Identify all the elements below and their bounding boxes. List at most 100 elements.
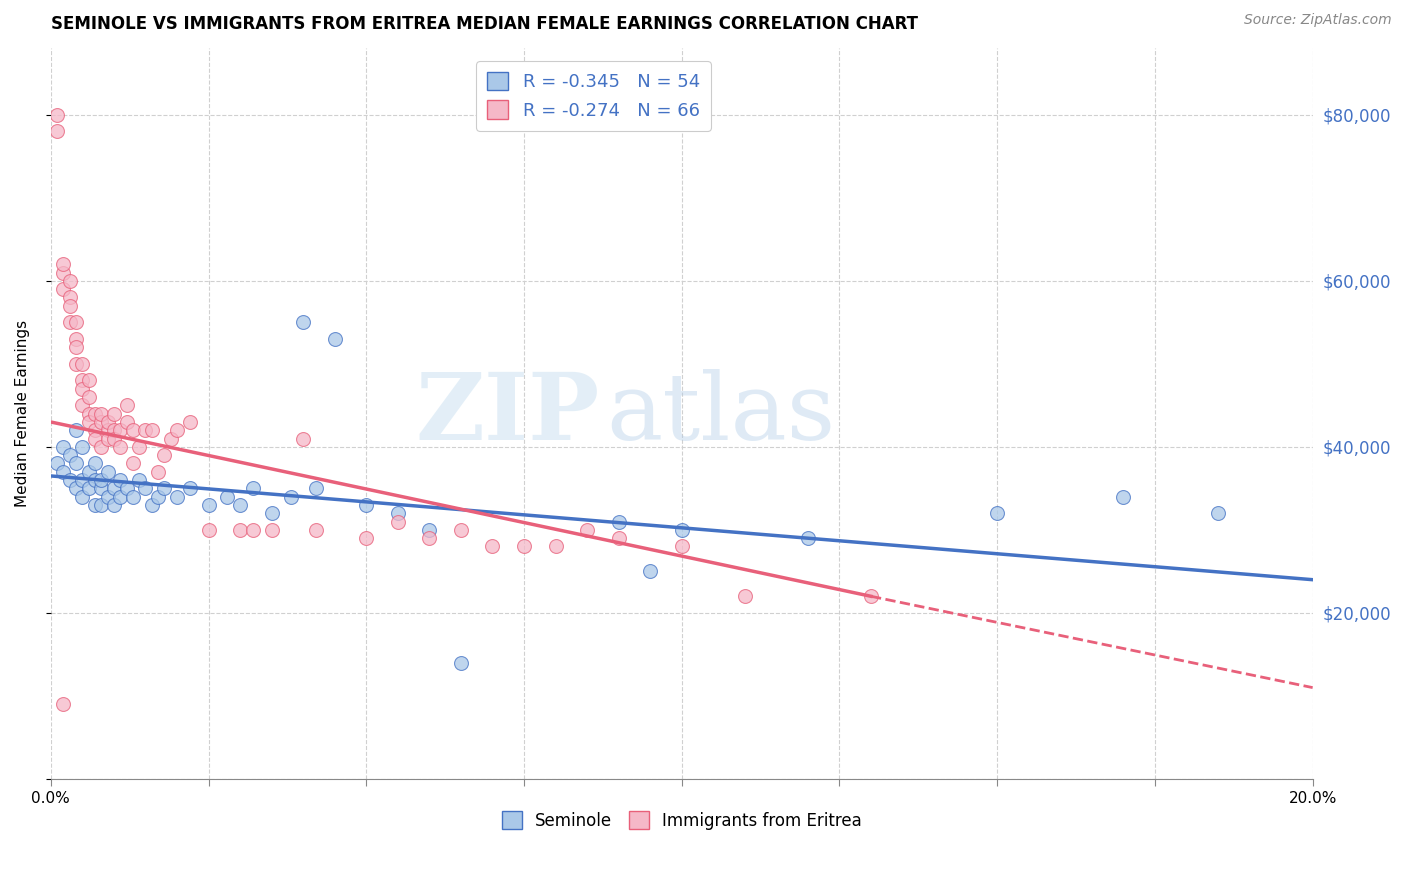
Point: [134, 482, 156, 496]
Point: [52, 257, 75, 271]
Point: [97, 415, 120, 429]
Point: [544, 540, 567, 554]
Point: [52, 465, 75, 479]
Point: [141, 423, 163, 437]
Legend: Seminole, Immigrants from Eritrea: Seminole, Immigrants from Eritrea: [495, 805, 869, 837]
Point: [90, 415, 112, 429]
Point: [481, 540, 503, 554]
Point: [166, 490, 188, 504]
Point: [103, 407, 125, 421]
Point: [72, 440, 94, 454]
Point: [323, 332, 346, 346]
Point: [52, 440, 75, 454]
Point: [65, 340, 87, 354]
Point: [450, 523, 472, 537]
Point: [103, 498, 125, 512]
Point: [46, 108, 69, 122]
Point: [65, 457, 87, 471]
Text: atlas: atlas: [606, 368, 835, 458]
Point: [84, 498, 107, 512]
Point: [305, 523, 328, 537]
Point: [115, 415, 138, 429]
Point: [576, 523, 599, 537]
Point: [280, 490, 302, 504]
Point: [72, 382, 94, 396]
Point: [1206, 506, 1229, 520]
Point: [121, 457, 143, 471]
Point: [513, 540, 536, 554]
Point: [59, 315, 82, 329]
Point: [72, 398, 94, 412]
Point: [77, 482, 100, 496]
Point: [229, 523, 252, 537]
Point: [356, 498, 378, 512]
Point: [90, 473, 112, 487]
Point: [84, 473, 107, 487]
Point: [59, 290, 82, 304]
Point: [146, 465, 169, 479]
Point: [97, 423, 120, 437]
Point: [59, 274, 82, 288]
Point: [84, 407, 107, 421]
Point: [179, 415, 201, 429]
Point: [77, 465, 100, 479]
Point: [197, 523, 219, 537]
Point: [797, 531, 820, 545]
Point: [65, 423, 87, 437]
Point: [638, 565, 661, 579]
Point: [110, 490, 132, 504]
Text: SEMINOLE VS IMMIGRANTS FROM ERITREA MEDIAN FEMALE EARNINGS CORRELATION CHART: SEMINOLE VS IMMIGRANTS FROM ERITREA MEDI…: [51, 15, 918, 33]
Point: [84, 432, 107, 446]
Point: [115, 398, 138, 412]
Point: [986, 506, 1008, 520]
Point: [1112, 490, 1135, 504]
Point: [72, 490, 94, 504]
Point: [110, 473, 132, 487]
Point: [84, 457, 107, 471]
Point: [59, 299, 82, 313]
Point: [77, 374, 100, 388]
Point: [217, 490, 239, 504]
Point: [128, 473, 150, 487]
Point: [90, 407, 112, 421]
Point: [65, 482, 87, 496]
Point: [197, 498, 219, 512]
Point: [418, 531, 440, 545]
Point: [356, 531, 378, 545]
Point: [59, 473, 82, 487]
Point: [121, 423, 143, 437]
Point: [179, 482, 201, 496]
Point: [77, 415, 100, 429]
Point: [52, 266, 75, 280]
Point: [292, 432, 315, 446]
Point: [387, 506, 409, 520]
Point: [90, 482, 112, 496]
Y-axis label: Median Female Earnings: Median Female Earnings: [15, 320, 30, 508]
Point: [305, 482, 328, 496]
Point: [159, 432, 181, 446]
Point: [607, 515, 630, 529]
Point: [46, 457, 69, 471]
Point: [65, 315, 87, 329]
Point: [607, 531, 630, 545]
Point: [153, 482, 176, 496]
Point: [97, 490, 120, 504]
Point: [52, 282, 75, 296]
Point: [121, 490, 143, 504]
Point: [387, 515, 409, 529]
Point: [84, 423, 107, 437]
Point: [260, 506, 283, 520]
Point: [242, 523, 264, 537]
Point: [77, 390, 100, 404]
Point: [292, 315, 315, 329]
Point: [72, 374, 94, 388]
Point: [59, 448, 82, 462]
Text: ZIP: ZIP: [416, 368, 600, 458]
Point: [90, 498, 112, 512]
Point: [260, 523, 283, 537]
Point: [72, 357, 94, 371]
Point: [450, 656, 472, 670]
Point: [65, 332, 87, 346]
Point: [72, 473, 94, 487]
Point: [153, 448, 176, 462]
